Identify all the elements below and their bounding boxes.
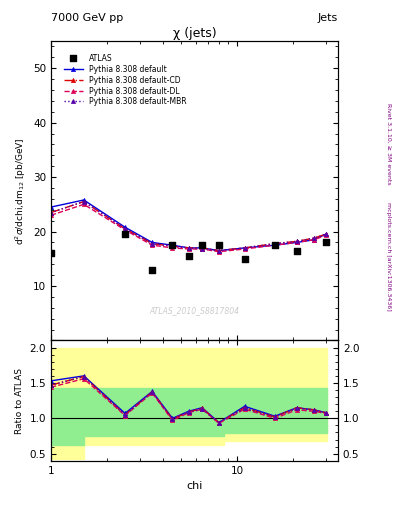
Pythia 8.308 default-CD (123, 226, 127, 232)
Text: 7000 GeV pp: 7000 GeV pp (51, 13, 123, 23)
Legend: ATLAS, Pythia 8.308 default, Pythia 8.308 default-CD, Pythia 8.308 default-DL, P: ATLAS, Pythia 8.308 default, Pythia 8.30… (61, 51, 189, 110)
Pythia 8.308 default (323, 231, 328, 238)
Y-axis label: d$^2\sigma$/dchi,dm$_{12}$ [pb/GeV]: d$^2\sigma$/dchi,dm$_{12}$ [pb/GeV] (13, 137, 28, 245)
Pythia 8.308 default-DL (312, 237, 316, 243)
Line: Pythia 8.308 default-CD: Pythia 8.308 default-CD (49, 200, 328, 253)
Line: Pythia 8.308 default-MBR: Pythia 8.308 default-MBR (49, 200, 328, 253)
Pythia 8.308 default (186, 245, 191, 251)
Pythia 8.308 default-MBR (200, 246, 204, 252)
Pythia 8.308 default (81, 197, 86, 203)
Pythia 8.308 default-CD (217, 248, 221, 254)
Pythia 8.308 default-DL (294, 240, 299, 246)
Pythia 8.308 default-DL (217, 249, 221, 255)
ATLAS (294, 247, 300, 255)
Pythia 8.308 default-MBR (186, 245, 191, 251)
Pythia 8.308 default-MBR (123, 226, 127, 232)
Pythia 8.308 default-CD (242, 245, 247, 251)
Pythia 8.308 default (123, 224, 127, 230)
Pythia 8.308 default-DL (186, 246, 191, 252)
Text: Rivet 3.1.10, ≥ 3M events: Rivet 3.1.10, ≥ 3M events (386, 102, 391, 184)
Pythia 8.308 default-MBR (242, 245, 247, 251)
Pythia 8.308 default-CD (49, 209, 53, 216)
Pythia 8.308 default (170, 242, 175, 248)
Pythia 8.308 default-CD (323, 231, 328, 238)
Pythia 8.308 default-MBR (323, 231, 328, 238)
Y-axis label: Ratio to ATLAS: Ratio to ATLAS (15, 368, 24, 434)
Pythia 8.308 default-DL (81, 201, 86, 207)
Pythia 8.308 default-CD (272, 241, 277, 247)
Pythia 8.308 default-MBR (272, 241, 277, 247)
Pythia 8.308 default-MBR (217, 248, 221, 254)
Pythia 8.308 default (312, 237, 316, 243)
Pythia 8.308 default-DL (323, 232, 328, 239)
Pythia 8.308 default (49, 204, 53, 210)
ATLAS (149, 266, 155, 274)
Pythia 8.308 default-CD (294, 238, 299, 244)
ATLAS (322, 239, 329, 247)
ATLAS (122, 230, 128, 239)
ATLAS (48, 249, 54, 258)
Line: Pythia 8.308 default-DL: Pythia 8.308 default-DL (49, 202, 328, 254)
Pythia 8.308 default-CD (170, 243, 175, 249)
Title: χ (jets): χ (jets) (173, 27, 217, 40)
Pythia 8.308 default-CD (81, 199, 86, 205)
Pythia 8.308 default-DL (272, 242, 277, 248)
Pythia 8.308 default-CD (312, 235, 316, 241)
ATLAS (169, 241, 176, 249)
Pythia 8.308 default-CD (186, 245, 191, 251)
ATLAS (241, 254, 248, 263)
Pythia 8.308 default-MBR (81, 199, 86, 205)
Pythia 8.308 default-DL (49, 212, 53, 218)
Pythia 8.308 default-DL (150, 242, 154, 248)
Pythia 8.308 default-DL (170, 245, 175, 251)
Pythia 8.308 default-CD (200, 245, 204, 251)
Pythia 8.308 default-MBR (170, 243, 175, 249)
ATLAS (272, 241, 278, 249)
Pythia 8.308 default-MBR (294, 238, 299, 244)
Pythia 8.308 default (242, 245, 247, 251)
X-axis label: chi: chi (186, 481, 203, 491)
Line: Pythia 8.308 default: Pythia 8.308 default (49, 198, 328, 253)
Pythia 8.308 default (272, 242, 277, 248)
Text: ATLAS_2010_S8817804: ATLAS_2010_S8817804 (149, 306, 240, 315)
Pythia 8.308 default-MBR (150, 241, 154, 247)
Pythia 8.308 default-MBR (312, 235, 316, 241)
Pythia 8.308 default (294, 240, 299, 246)
ATLAS (185, 252, 192, 260)
Pythia 8.308 default-DL (200, 246, 204, 252)
Text: mcplots.cern.ch [arXiv:1306.3436]: mcplots.cern.ch [arXiv:1306.3436] (386, 202, 391, 310)
Pythia 8.308 default (150, 240, 154, 246)
Pythia 8.308 default-DL (123, 227, 127, 233)
ATLAS (216, 241, 222, 249)
Pythia 8.308 default (200, 245, 204, 251)
Text: Jets: Jets (318, 13, 338, 23)
Pythia 8.308 default (217, 248, 221, 254)
Pythia 8.308 default-MBR (49, 209, 53, 216)
Pythia 8.308 default-CD (150, 241, 154, 247)
ATLAS (199, 241, 205, 249)
Pythia 8.308 default-DL (242, 246, 247, 252)
